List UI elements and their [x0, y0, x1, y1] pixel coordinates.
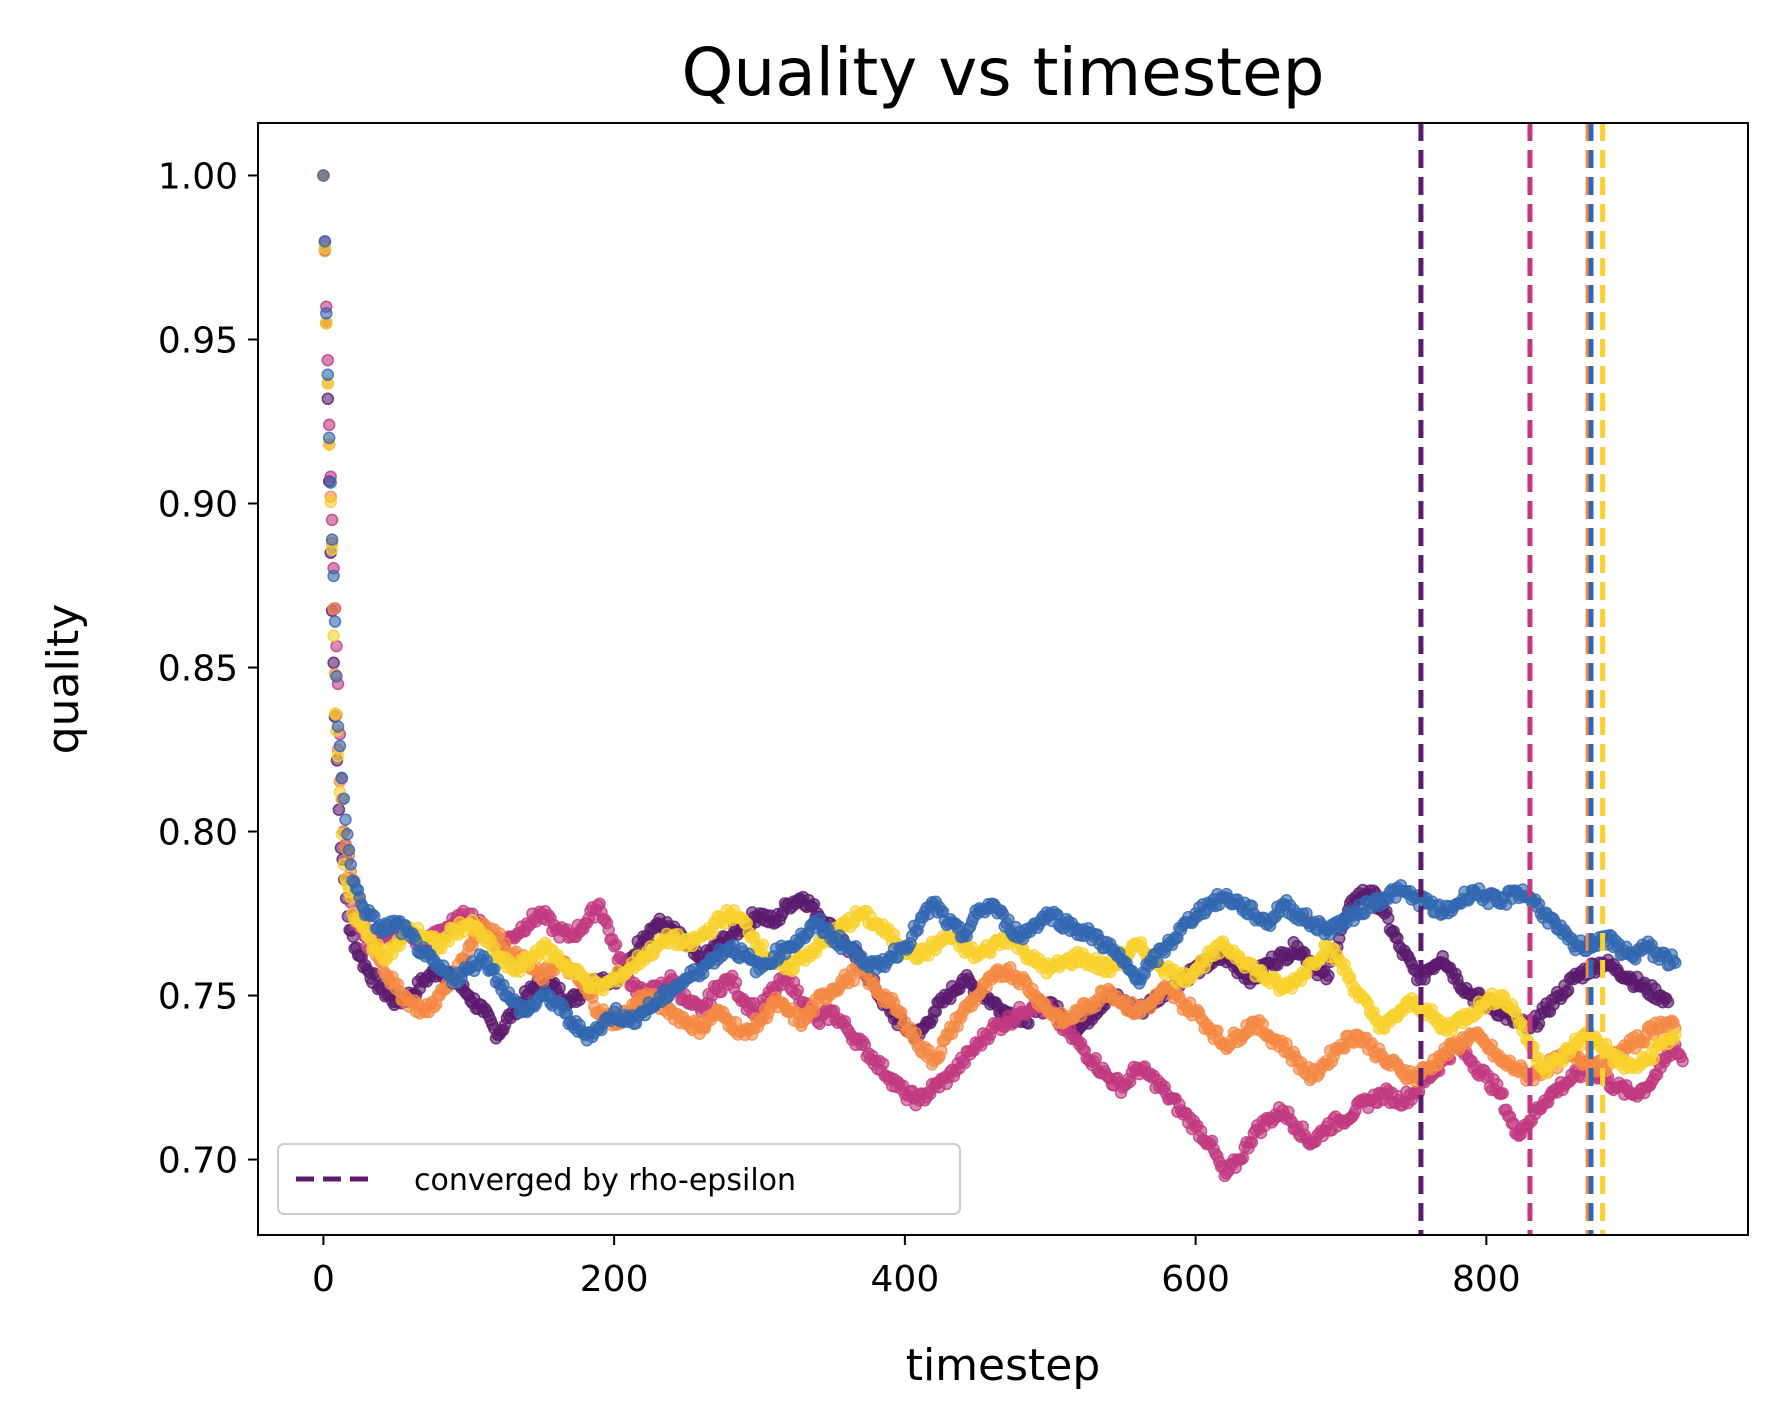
data-point: [1322, 969, 1335, 982]
data-point: [1151, 955, 1164, 969]
data-point: [330, 670, 343, 683]
x-tick-label: 800: [1452, 1259, 1521, 1300]
data-point: [1561, 984, 1575, 997]
data-point: [321, 368, 335, 381]
data-point: [847, 974, 861, 988]
data-point: [322, 418, 336, 432]
data-point: [331, 749, 345, 763]
data-point: [1661, 995, 1675, 1009]
data-point: [344, 858, 357, 871]
data-point: [1669, 956, 1682, 969]
data-point: [333, 739, 347, 753]
y-tick-label: 0.90: [158, 485, 238, 526]
data-point: [1647, 1052, 1660, 1066]
data-point: [320, 307, 333, 320]
y-tick-label: 0.75: [158, 977, 238, 1018]
data-point: [553, 981, 566, 995]
data-point: [328, 615, 342, 628]
data-point: [331, 720, 345, 733]
data-point: [341, 828, 354, 841]
data-point: [318, 234, 332, 248]
data-point: [337, 792, 351, 805]
data-point: [335, 771, 349, 785]
data-point: [327, 656, 340, 670]
data-point: [324, 495, 337, 509]
chart-title: Quality vs timestep: [681, 34, 1324, 111]
data-point: [332, 803, 346, 816]
legend-label: converged by rho-epsilon: [414, 1163, 796, 1198]
data-series-layer: [317, 169, 1689, 1183]
data-point: [324, 476, 337, 489]
data-point: [327, 629, 340, 642]
x-tick-label: 0: [312, 1259, 335, 1300]
data-point: [342, 843, 356, 857]
data-point: [325, 513, 339, 527]
x-tick-label: 200: [580, 1259, 649, 1300]
data-point: [322, 431, 336, 445]
data-point: [876, 1057, 890, 1070]
data-point: [321, 353, 335, 367]
y-tick-label: 0.95: [158, 320, 238, 361]
data-point: [321, 392, 335, 406]
data-point: [1089, 1051, 1102, 1065]
x-tick-label: 600: [1161, 1259, 1230, 1300]
data-point: [729, 976, 743, 989]
data-point: [1669, 1028, 1682, 1042]
data-point: [958, 1056, 972, 1070]
x-tick-label: 400: [871, 1259, 940, 1300]
data-point: [317, 169, 330, 182]
data-point: [609, 938, 623, 951]
legend: converged by rho-epsilon: [277, 1143, 961, 1215]
y-tick-label: 0.85: [158, 649, 238, 690]
x-axis-label: timestep: [906, 1340, 1101, 1391]
data-point: [1496, 1086, 1509, 1100]
data-point: [791, 983, 804, 997]
data-point: [339, 813, 352, 826]
data-point: [328, 707, 342, 720]
data-point: [756, 938, 770, 951]
data-point: [325, 533, 339, 546]
data-point: [327, 602, 340, 615]
data-point: [1676, 1054, 1689, 1068]
data-point: [327, 569, 340, 583]
y-axis-label: quality: [38, 604, 89, 755]
y-tick-label: 0.80: [158, 813, 238, 854]
y-tick-label: 1.00: [158, 156, 238, 197]
data-point: [330, 639, 343, 653]
data-point: [909, 1026, 923, 1040]
data-point: [1381, 912, 1395, 925]
data-point: [1256, 1017, 1270, 1031]
y-tick-label: 0.70: [158, 1141, 238, 1182]
